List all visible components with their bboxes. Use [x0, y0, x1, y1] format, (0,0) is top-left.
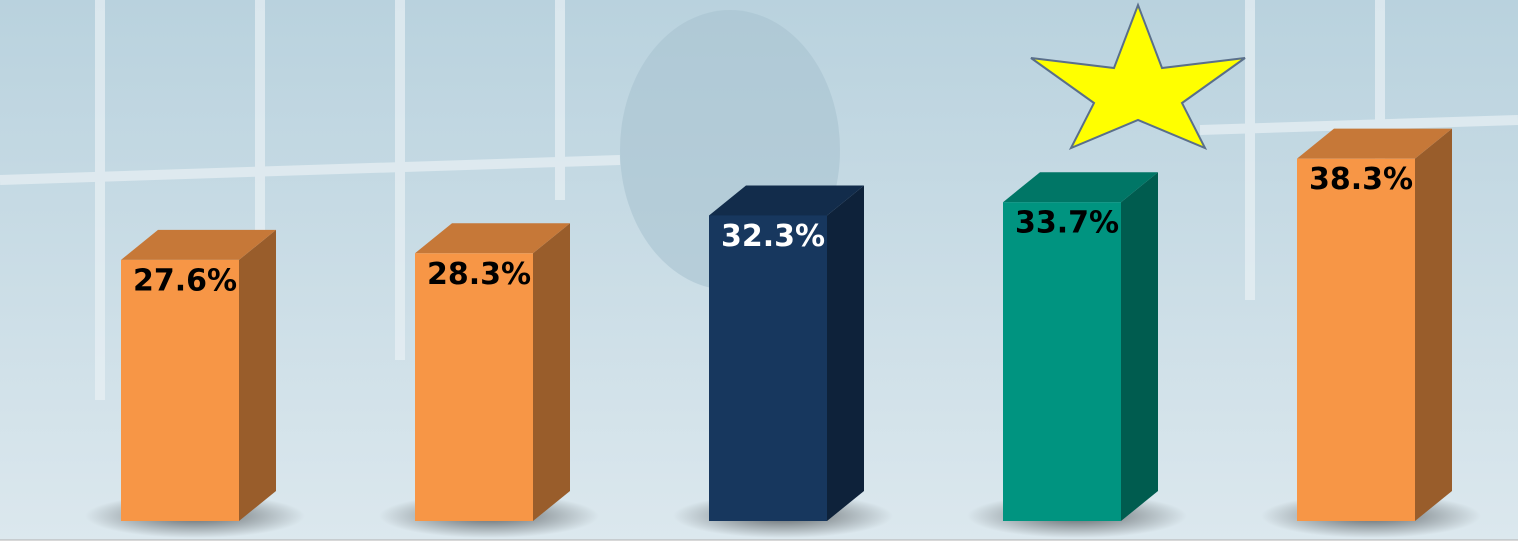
bar-top [1297, 128, 1452, 159]
bar-top [121, 229, 276, 260]
star [1030, 2, 1246, 150]
value-label: 33.7% [1015, 206, 1119, 241]
bar [1003, 202, 1121, 521]
bar-top [1003, 172, 1158, 203]
bar [1297, 158, 1415, 521]
bar-side [1121, 172, 1158, 521]
bar-side [1415, 128, 1452, 521]
value-label: 27.6% [133, 263, 237, 298]
bar-side [533, 223, 570, 522]
bar-top [415, 223, 570, 254]
bar [121, 259, 239, 521]
bar [709, 215, 827, 521]
bar-side [827, 185, 864, 521]
value-label: 28.3% [427, 257, 531, 292]
baseline-strip [0, 540, 1518, 546]
bar [415, 253, 533, 522]
value-label: 38.3% [1309, 162, 1413, 197]
value-label: 32.3% [721, 219, 825, 254]
bar-top [709, 185, 864, 216]
bar-side [239, 229, 276, 522]
